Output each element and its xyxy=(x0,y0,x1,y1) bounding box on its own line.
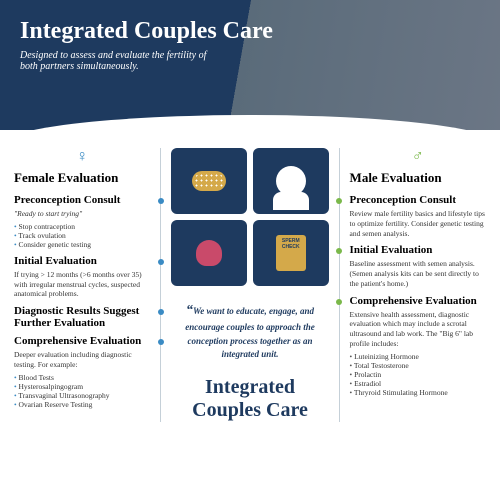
male-icon: ♂ xyxy=(350,148,486,166)
female-s4-desc: Deeper evaluation including diagnostic t… xyxy=(14,350,150,370)
male-s3-list: Luteinizing Hormone Total Testosterone P… xyxy=(350,352,486,397)
male-s1-title: Preconception Consult xyxy=(350,194,486,206)
list-item: Estradiol xyxy=(350,379,486,388)
middle-column: We want to educate, engage, and encourag… xyxy=(171,148,328,422)
male-column: ♂ Male Evaluation Preconception Consult … xyxy=(339,148,486,422)
female-heading: Female Evaluation xyxy=(14,170,150,186)
list-item: Consider genetic testing xyxy=(14,240,150,249)
male-s3-title: Comprehensive Evaluation xyxy=(350,295,486,307)
tile-doctor xyxy=(253,148,329,214)
bottom-title: Integrated Couples Care xyxy=(171,376,328,422)
female-s2-desc: If trying > 12 months (>6 months over 35… xyxy=(14,270,150,299)
male-s1-desc: Review male fertility basics and lifesty… xyxy=(350,209,486,238)
illustration-grid xyxy=(171,148,328,286)
list-item: Stop contraception xyxy=(14,222,150,231)
female-icon: ♀ xyxy=(14,148,150,166)
female-s4-list: Blood Tests Hysterosalpingogram Transvag… xyxy=(14,373,150,409)
list-item: Prolactin xyxy=(350,370,486,379)
quote: We want to educate, engage, and encourag… xyxy=(171,296,328,366)
list-item: Blood Tests xyxy=(14,373,150,382)
female-s2-title: Initial Evaluation xyxy=(14,255,150,267)
list-item: Ovarian Reserve Testing xyxy=(14,400,150,409)
male-heading: Male Evaluation xyxy=(350,170,486,186)
female-s4-title: Comprehensive Evaluation xyxy=(14,335,150,347)
tile-uterus xyxy=(171,220,247,286)
male-s3-desc: Extensive health assessment, diagnostic … xyxy=(350,310,486,349)
female-column: ♀ Female Evaluation Preconception Consul… xyxy=(14,148,161,422)
hero: Integrated Couples Care Designed to asse… xyxy=(0,0,500,130)
hero-title: Integrated Couples Care xyxy=(20,18,480,44)
list-item: Total Testosterone xyxy=(350,361,486,370)
male-s2-desc: Baseline assessment with semen analysis.… xyxy=(350,259,486,288)
list-item: Transvaginal Ultrasonography xyxy=(14,391,150,400)
female-s1-list: Stop contraception Track ovulation Consi… xyxy=(14,222,150,249)
columns: ♀ Female Evaluation Preconception Consul… xyxy=(0,130,500,422)
hero-subtitle: Designed to assess and evaluate the fert… xyxy=(20,50,220,72)
list-item: Track ovulation xyxy=(14,231,150,240)
female-s3-title: Diagnostic Results Suggest Further Evalu… xyxy=(14,305,150,329)
list-item: Luteinizing Hormone xyxy=(350,352,486,361)
female-s1-sub: "Ready to start trying" xyxy=(14,209,150,219)
list-item: Thryroid Stimulating Hormone xyxy=(350,388,486,397)
male-s2-title: Initial Evaluation xyxy=(350,244,486,256)
tile-kit xyxy=(253,220,329,286)
female-s1-title: Preconception Consult xyxy=(14,194,150,206)
tile-pills xyxy=(171,148,247,214)
list-item: Hysterosalpingogram xyxy=(14,382,150,391)
